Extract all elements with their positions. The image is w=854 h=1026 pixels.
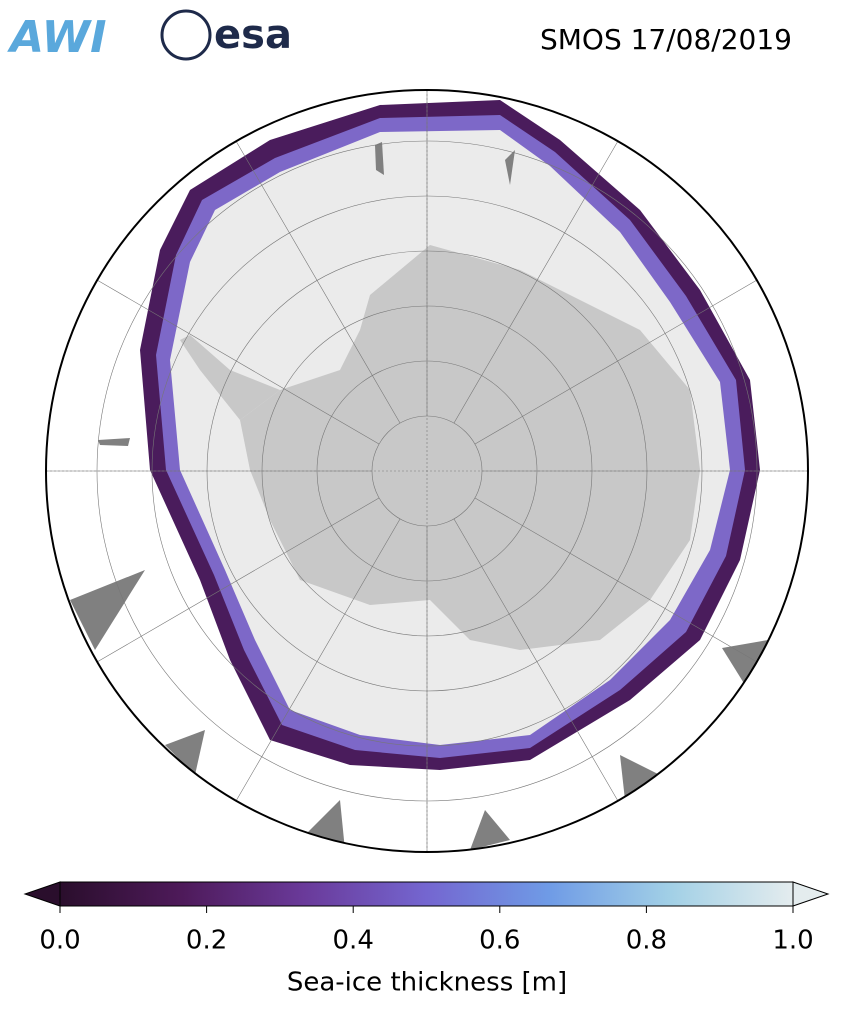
colorbar-extend-high [792,881,830,907]
colorbar-ramp [59,881,794,907]
awi-logo: AWI [7,12,107,63]
colorbar-tick-label: 0.2 [186,926,227,956]
peninsula [180,335,280,420]
map-frame [45,89,809,853]
graticule [46,90,808,852]
colorbar-extend-low [23,881,61,907]
antarctica [240,245,700,650]
colorbar [23,881,830,907]
esa-emblem [160,9,212,61]
colorbar-tick-label: 0.8 [626,926,667,956]
colorbar-tick-label: 0.6 [479,926,520,956]
esa-logo: esa [214,12,292,58]
colorbar-tick-label: 1.0 [772,926,813,956]
map [46,90,808,852]
colorbar-label: Sea-ice thickness [m] [287,968,567,998]
colorbar-tick-label: 0.0 [39,926,80,956]
colorbar-tick-label: 0.4 [333,926,374,956]
map-title: SMOS 17/08/2019 [540,23,792,56]
